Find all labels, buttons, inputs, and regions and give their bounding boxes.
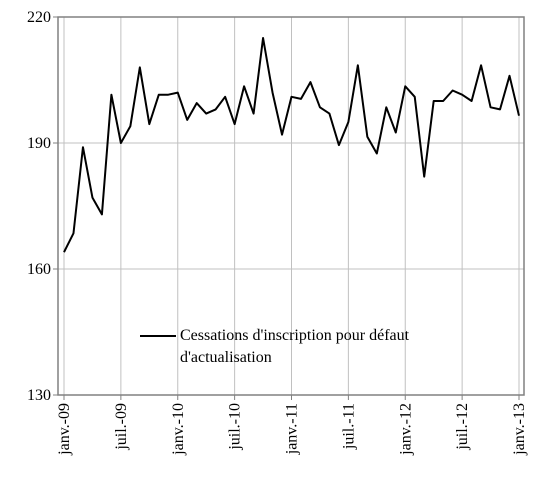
legend-label: Cessations d'inscription pour défaut d'a…: [180, 327, 410, 366]
x-tick-label: janv.-09: [56, 403, 73, 456]
y-tick-label: 220: [27, 9, 51, 26]
x-tick-label: juil.-11: [340, 403, 357, 450]
y-tick-label: 190: [27, 135, 51, 152]
legend-swatch: [140, 335, 176, 337]
y-tick-label: 160: [27, 261, 51, 278]
plot-border: [57, 16, 525, 396]
line: [63, 37, 520, 253]
x-tick-label: juil.-09: [113, 403, 130, 451]
x-tick-label: juil.-12: [454, 403, 471, 451]
x-tick-label: janv.-11: [284, 403, 301, 455]
x-tick-label: janv.-13: [511, 403, 528, 456]
legend: Cessations d'inscription pour défaut d'a…: [140, 325, 500, 369]
x-tick-label: juil.-10: [227, 403, 244, 451]
y-tick-label: 130: [27, 387, 51, 404]
x-tick-label: janv.-10: [170, 403, 187, 456]
x-tick-label: janv.-12: [397, 403, 414, 456]
